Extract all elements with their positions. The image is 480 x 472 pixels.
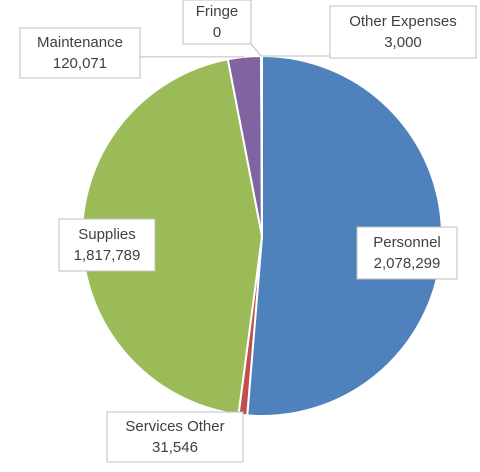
slice-label: Personnel <box>373 234 441 251</box>
leader-line <box>250 43 262 57</box>
slice-value-label: 1,817,789 <box>74 247 141 264</box>
slice-value-label: 0 <box>213 24 221 41</box>
label-box <box>329 5 477 59</box>
slice-value-label: 3,000 <box>384 34 422 51</box>
slice-value-label: 31,546 <box>152 439 198 456</box>
slice-value-label: 2,078,299 <box>374 255 441 272</box>
slice-label: Maintenance <box>37 34 123 51</box>
label-box <box>58 218 156 272</box>
slice-value-label: 120,071 <box>53 55 107 72</box>
label-box <box>19 27 141 79</box>
label-box <box>182 0 252 45</box>
label-box <box>356 226 458 280</box>
slice-label: Fringe <box>196 3 239 20</box>
slice-label: Services Other <box>125 418 224 435</box>
pie-slice <box>260 54 263 237</box>
slice-label: Other Expenses <box>349 13 457 30</box>
slice-label: Supplies <box>78 226 136 243</box>
label-box <box>106 411 244 463</box>
